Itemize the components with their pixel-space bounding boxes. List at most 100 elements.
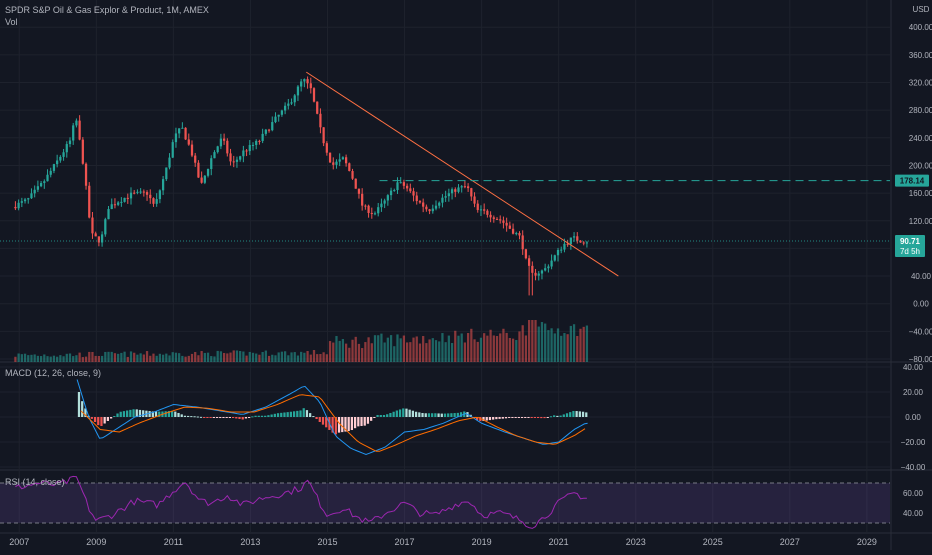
volume-bar xyxy=(441,333,444,362)
macd-histogram-bar xyxy=(341,417,344,433)
volume-bar xyxy=(142,354,145,362)
candle-body xyxy=(389,190,393,196)
chart-title: SPDR S&P Oil & Gas Explor & Product, 1M,… xyxy=(5,5,209,15)
candle-body xyxy=(486,210,489,215)
time-tick-label: 2025 xyxy=(703,537,723,547)
candle-body xyxy=(335,161,338,165)
volume-bar xyxy=(348,347,351,362)
candle-body xyxy=(280,110,284,115)
candle-body xyxy=(158,190,162,200)
macd-histogram-bar xyxy=(562,414,565,417)
candle-body xyxy=(306,79,309,84)
volume-bar xyxy=(393,346,396,362)
candle-body xyxy=(431,208,434,212)
candle-body xyxy=(556,249,560,256)
time-tick-label: 2027 xyxy=(780,537,800,547)
macd-histogram-bar xyxy=(193,416,196,418)
candle-body xyxy=(123,197,126,202)
macd-histogram-bar xyxy=(514,417,517,418)
volume-bar xyxy=(412,337,415,362)
volume-bar xyxy=(139,353,142,362)
volume-bar xyxy=(534,320,537,362)
volume-bar xyxy=(547,330,550,362)
volume-bar xyxy=(94,355,97,362)
volume-bar xyxy=(62,356,65,362)
candle-body xyxy=(81,139,84,164)
macd-histogram-bar xyxy=(366,417,370,424)
macd-histogram-bar xyxy=(475,417,479,421)
volume-legend: Vol xyxy=(5,17,18,27)
volume-bar xyxy=(383,342,386,362)
rsi-band xyxy=(0,483,890,523)
candle-body xyxy=(56,160,59,165)
volume-bar xyxy=(540,322,544,362)
candle-body xyxy=(312,88,316,102)
price-candles xyxy=(14,76,589,296)
macd-histogram-bar xyxy=(572,410,575,417)
candle-body xyxy=(418,201,422,203)
candle-body xyxy=(566,243,569,245)
candle-body xyxy=(39,183,43,187)
volume-bar xyxy=(100,355,104,362)
volume-bar xyxy=(422,336,425,362)
macd-histogram-bar xyxy=(309,413,312,417)
volume-bar xyxy=(489,329,492,362)
candle-body xyxy=(107,209,110,220)
volume-bar xyxy=(251,352,255,362)
volume-bar xyxy=(322,352,325,362)
macd-histogram-bar xyxy=(585,412,588,417)
macd-histogram-bar xyxy=(148,411,151,417)
volume-bar xyxy=(544,323,547,362)
volume-bar xyxy=(30,354,33,362)
candle-body xyxy=(547,266,550,269)
candle-body xyxy=(91,217,94,234)
candle-body xyxy=(219,138,223,147)
macd-histogram-bar xyxy=(517,417,520,418)
macd-histogram-bar xyxy=(382,415,386,417)
price-overlays xyxy=(0,71,890,277)
volume-bar xyxy=(213,356,216,362)
candle-body xyxy=(434,205,438,209)
candle-body xyxy=(52,164,56,171)
volume-bar xyxy=(476,341,479,362)
macd-histogram-bar xyxy=(553,415,556,417)
volume-bar xyxy=(129,351,133,362)
candle-body xyxy=(200,177,203,183)
macd-histogram-bar xyxy=(536,417,540,418)
candle-body xyxy=(399,182,402,184)
candle-body xyxy=(75,120,78,126)
macd-histogram-bar xyxy=(151,411,154,417)
candle-body xyxy=(133,192,136,194)
macd-histogram-bar xyxy=(296,410,299,417)
candle-body xyxy=(367,205,370,213)
macd-histogram-bar xyxy=(398,409,402,417)
volume-bar xyxy=(373,335,377,362)
macd-histogram-bar xyxy=(540,417,543,419)
candle-body xyxy=(348,163,351,172)
macd-histogram-bar xyxy=(456,412,459,417)
candle-body xyxy=(210,158,213,170)
macd-histogram-bar xyxy=(289,411,293,417)
trendline xyxy=(306,71,619,277)
candle-body xyxy=(489,214,492,218)
candle-body xyxy=(396,182,399,191)
macd-histogram-bar xyxy=(453,413,456,417)
volume-bar xyxy=(274,355,277,362)
candle-body xyxy=(415,195,418,202)
candle-body xyxy=(68,140,72,145)
macd-histogram-bar xyxy=(248,417,251,418)
volume-bar xyxy=(104,351,107,362)
macd-histogram-bar xyxy=(578,411,581,417)
volume-bar xyxy=(312,350,316,362)
candle-body xyxy=(386,195,389,201)
volume-bar xyxy=(113,353,117,362)
candle-body xyxy=(171,142,174,158)
candle-body xyxy=(579,240,582,243)
macd-histogram-bar xyxy=(203,417,206,418)
rsi-line xyxy=(15,475,587,529)
volume-bar xyxy=(239,350,242,362)
price-tick-label: 360.00 xyxy=(909,51,932,60)
candle-body xyxy=(161,179,165,191)
volume-bar xyxy=(399,338,402,362)
